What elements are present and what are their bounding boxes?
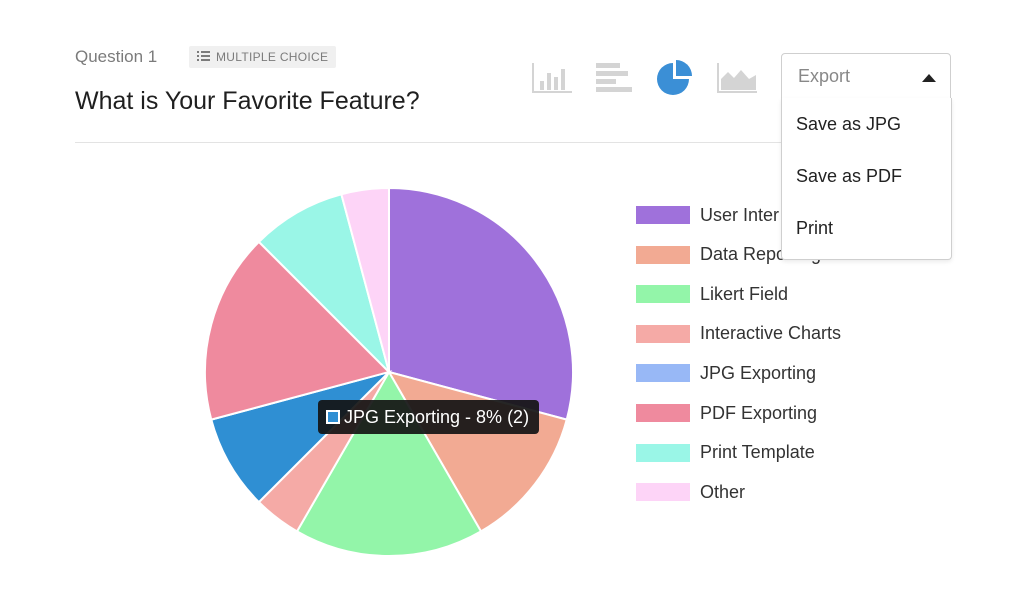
list-icon: [197, 50, 210, 64]
legend-item-pdf-exporting[interactable]: PDF Exporting: [636, 402, 817, 424]
tooltip-swatch: [326, 410, 340, 424]
header-divider: [75, 142, 952, 143]
legend-swatch: [636, 324, 690, 343]
legend-label: Other: [700, 481, 746, 502]
legend-swatch: [636, 404, 690, 422]
vertical-bar-chart-icon[interactable]: [531, 61, 573, 100]
chart-tooltip: JPG Exporting - 8% (2): [318, 400, 540, 434]
legend-swatch: [636, 483, 690, 502]
legend-swatch: [636, 364, 690, 383]
question-number: Question 1: [75, 47, 158, 66]
legend-label: Interactive Charts: [700, 323, 842, 344]
pie-slice-other[interactable]: [340, 186, 390, 373]
question-type-label: MULTIPLE CHOICE: [216, 50, 329, 64]
tooltip-text: JPG Exporting - 8% (2): [344, 406, 530, 427]
legend-swatch: [636, 443, 690, 462]
pie-slice-pdf-exporting[interactable]: [204, 240, 391, 421]
legend-item-user-interface[interactable]: User Inter: [636, 204, 779, 226]
legend-item-interactive-charts[interactable]: Interactive Charts: [636, 323, 841, 345]
horizontal-bar-chart-icon[interactable]: [596, 63, 632, 98]
legend-item-other[interactable]: Other: [636, 481, 745, 503]
pie-slice-user-interface[interactable]: [388, 186, 574, 421]
legend-label: Likert Field: [700, 283, 789, 304]
question-title: What is Your Favorite Feature?: [75, 87, 420, 115]
caret-up-icon: [922, 66, 936, 87]
legend-label: PDF Exporting: [700, 402, 818, 423]
save-as-jpg-option[interactable]: Save as JPG: [796, 114, 902, 134]
save-as-pdf-option[interactable]: Save as PDF: [796, 166, 903, 186]
legend-swatch: [636, 285, 690, 304]
legend-label: Print Template: [700, 442, 815, 463]
legend-label: JPG Exporting: [700, 362, 817, 383]
legend-swatch: [636, 245, 690, 264]
pie-chart-icon[interactable]: [656, 60, 692, 101]
legend-item-jpg-exporting[interactable]: JPG Exporting: [636, 362, 816, 384]
legend-swatch: [636, 206, 690, 224]
pie-slice-print-template[interactable]: [257, 193, 391, 376]
print-option[interactable]: Print: [796, 218, 834, 238]
question-type-badge: MULTIPLE CHOICE: [189, 46, 337, 68]
legend-label: User Inter: [700, 204, 780, 225]
legend-item-print-template[interactable]: Print Template: [636, 442, 815, 464]
pie-slice-likert-field[interactable]: [295, 369, 483, 557]
export-label: Export: [798, 65, 851, 86]
area-chart-icon[interactable]: [716, 61, 758, 100]
legend-item-likert-field[interactable]: Likert Field: [636, 283, 788, 305]
export-menu: Save as JPG Save as PDF Print: [781, 98, 952, 260]
